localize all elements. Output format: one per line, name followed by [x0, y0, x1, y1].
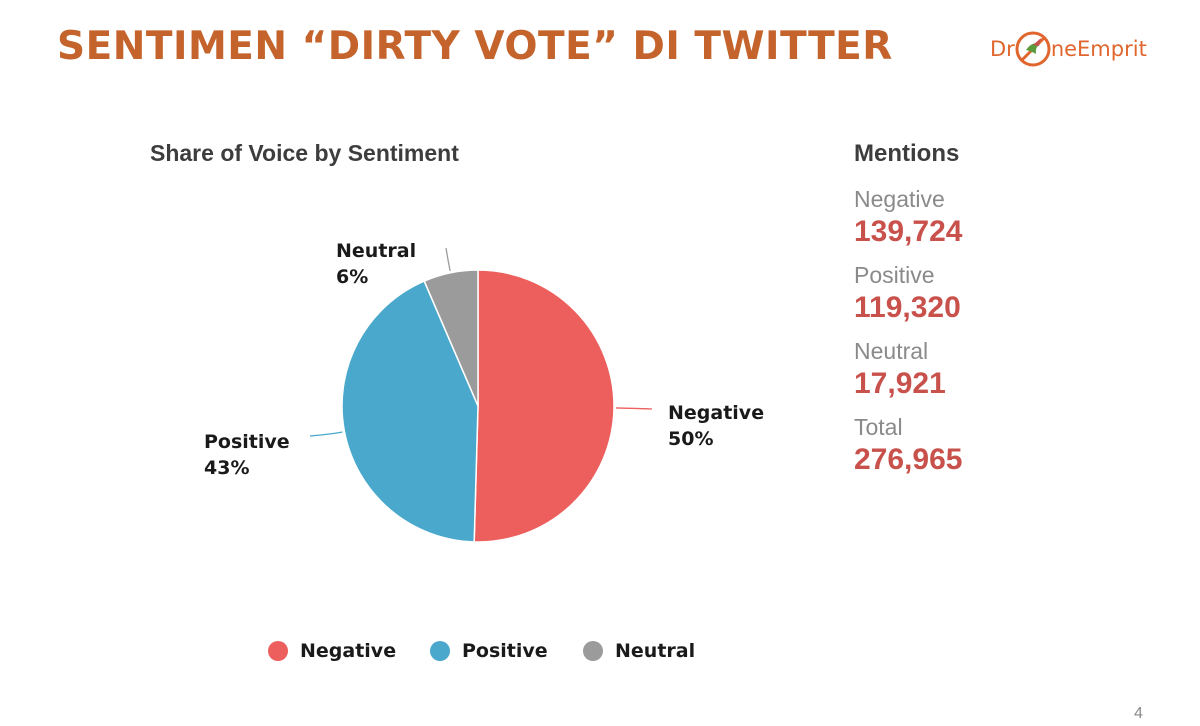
- mentions-neutral-label: Neutral: [854, 338, 929, 364]
- pie-slice-positive[interactable]: [341, 280, 479, 543]
- slice-label-negative: Negative: [668, 402, 764, 424]
- legend-dot-neutral: [583, 641, 603, 661]
- slice-label-positive: Positive: [204, 431, 290, 453]
- leader-line-neutral: [445, 247, 451, 271]
- legend-label-negative: Negative: [300, 640, 397, 662]
- chart-title: Share of Voice by Sentiment: [150, 140, 459, 166]
- slice-label-neutral: Neutral: [336, 240, 416, 262]
- mentions-total-label: Total: [854, 414, 903, 440]
- leader-line-negative: [615, 407, 653, 410]
- chart-legend: Negative Positive Neutral: [0, 640, 1200, 666]
- logo-text-prefix: Dr: [990, 37, 1015, 61]
- slide-title: SENTIMEN “DIRTY VOTE” DI TWITTER: [57, 24, 893, 69]
- legend-label-neutral: Neutral: [615, 640, 696, 662]
- legend-item-negative[interactable]: Negative: [268, 640, 396, 662]
- mentions-neutral-value: 17,921: [854, 367, 946, 400]
- slice-percent-positive: 43%: [204, 457, 249, 479]
- logo-text-suffix: neEmprit: [1050, 37, 1147, 61]
- mentions-title: Mentions: [854, 140, 960, 167]
- mentions-positive-value: 119,320: [854, 291, 961, 324]
- page-number: 4: [1134, 705, 1143, 722]
- legend-dot-positive: [430, 641, 450, 661]
- mentions-positive: Positive 119,320: [854, 260, 1154, 326]
- logo: Dr neEmprit: [990, 26, 1160, 72]
- mentions-negative-label: Negative: [854, 186, 945, 212]
- legend-label-positive: Positive: [462, 640, 548, 662]
- slice-percent-neutral: 6%: [336, 266, 368, 288]
- legend-item-neutral[interactable]: Neutral: [583, 640, 695, 662]
- leader-line-positive: [309, 431, 343, 437]
- drone-logo-icon: [1015, 31, 1051, 67]
- slice-percent-negative: 50%: [668, 428, 713, 450]
- pie-slice-negative[interactable]: [473, 269, 615, 543]
- mentions-total: Total 276,965: [854, 412, 1154, 478]
- mentions-positive-label: Positive: [854, 262, 935, 288]
- pie-slice-neutral[interactable]: [423, 269, 479, 407]
- mentions-panel: Mentions Negative 139,724 Positive 119,3…: [854, 140, 1154, 488]
- legend-item-positive[interactable]: Positive: [430, 640, 548, 662]
- mentions-negative: Negative 139,724: [854, 184, 1154, 250]
- legend-dot-negative: [268, 641, 288, 661]
- mentions-total-value: 276,965: [854, 443, 963, 476]
- mentions-neutral: Neutral 17,921: [854, 336, 1154, 402]
- mentions-negative-value: 139,724: [854, 215, 963, 248]
